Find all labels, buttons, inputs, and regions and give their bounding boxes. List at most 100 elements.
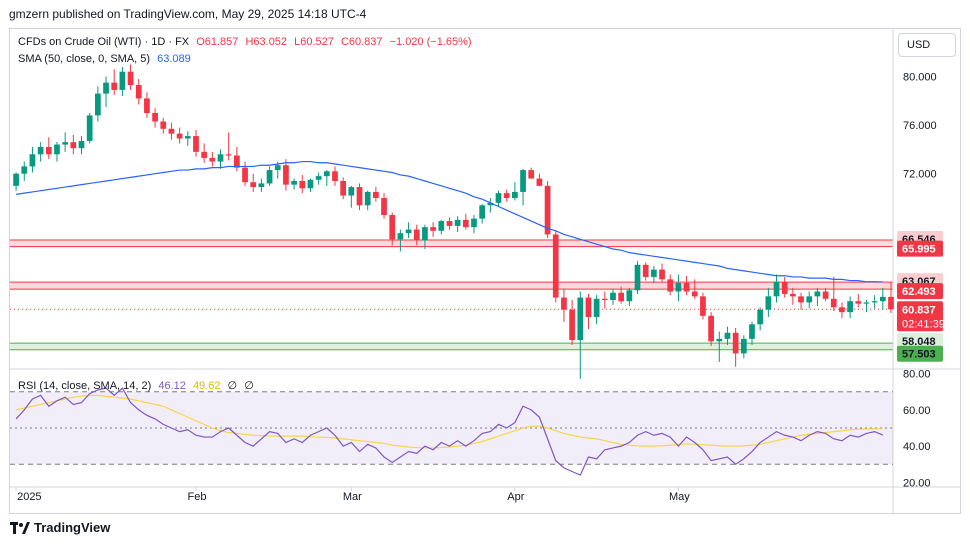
candle-body xyxy=(127,71,134,86)
candle xyxy=(700,292,706,320)
candle-body xyxy=(569,309,575,341)
candle-body xyxy=(364,191,371,206)
candle-body xyxy=(233,155,240,168)
time-tick-label: Apr xyxy=(507,491,524,503)
candle xyxy=(29,147,36,173)
candle xyxy=(422,224,428,249)
candle-body xyxy=(593,298,600,317)
candle-body xyxy=(888,296,894,310)
zone-lower-label-bg xyxy=(897,283,943,300)
candle-body xyxy=(168,128,175,134)
candle xyxy=(258,178,265,192)
rsi-tick-label: 20.00 xyxy=(903,477,931,489)
candle-body xyxy=(315,176,322,180)
candle xyxy=(201,143,208,163)
candle xyxy=(487,198,494,213)
candle xyxy=(593,295,600,325)
candle-body xyxy=(209,157,216,162)
candle-body xyxy=(879,296,886,302)
candle-body xyxy=(814,291,821,297)
time-tick-label: May xyxy=(669,491,690,503)
candle xyxy=(675,274,682,302)
last-price-countdown: 02:41:39 xyxy=(902,318,945,330)
candle-body xyxy=(86,115,93,141)
candle-body xyxy=(193,136,199,152)
zone-upper-label-bg xyxy=(897,333,943,350)
candle xyxy=(144,92,150,118)
candle xyxy=(430,222,436,237)
candle-body xyxy=(438,221,445,231)
grid-layer xyxy=(9,28,961,514)
candle-body xyxy=(446,221,453,226)
candle xyxy=(119,66,126,96)
candle xyxy=(773,274,780,303)
candle xyxy=(790,287,796,305)
zone-lower-label-text: 62.493 xyxy=(902,286,936,298)
candle xyxy=(863,300,870,313)
candle-body xyxy=(610,292,616,300)
candle-body xyxy=(373,191,379,198)
candle xyxy=(78,136,85,155)
candle-body xyxy=(634,264,641,291)
rsi-layer xyxy=(10,387,893,476)
candle-body xyxy=(152,113,158,122)
candle-body xyxy=(528,170,535,179)
candle xyxy=(888,282,894,314)
candle-body xyxy=(405,229,412,234)
candle xyxy=(21,161,28,181)
candle xyxy=(168,122,175,140)
axis-layer: 80.000 76.000 72.000 80.00 60.00 40.00 20.00 20… xyxy=(15,72,937,503)
candle xyxy=(413,224,420,246)
candle xyxy=(536,173,543,186)
candle xyxy=(781,276,788,298)
publisher-header: gmzern published on TradingView.com, May… xyxy=(9,7,367,21)
candle xyxy=(798,292,804,310)
candle-body xyxy=(561,297,567,310)
candle-body xyxy=(13,173,19,186)
candle-body xyxy=(332,171,338,181)
candle xyxy=(209,151,216,167)
candle-body xyxy=(675,283,682,292)
candle-body xyxy=(700,296,706,316)
candle xyxy=(135,79,142,105)
zone-lower-label: 65.995 xyxy=(897,240,943,257)
candle xyxy=(438,219,445,235)
candle-body xyxy=(724,332,731,339)
candle-body xyxy=(389,215,396,240)
currency-button[interactable]: USD xyxy=(898,33,956,57)
candle-body xyxy=(495,193,502,203)
candle-body xyxy=(651,269,657,277)
candle xyxy=(634,261,641,294)
candle-body xyxy=(413,229,420,241)
candle xyxy=(397,229,404,252)
candle xyxy=(855,293,862,308)
chart-panel[interactable] xyxy=(9,28,961,514)
candle xyxy=(323,170,330,186)
candle xyxy=(37,142,44,162)
candles-layer xyxy=(13,64,894,379)
candle xyxy=(62,132,69,152)
candle-body xyxy=(740,338,747,354)
candle-body xyxy=(340,181,347,196)
candle-body xyxy=(839,307,845,313)
symbol-legend: CFDs on Crude Oil (WTI) · 1D · FX O61.85… xyxy=(18,36,476,48)
candle xyxy=(86,113,93,144)
candle xyxy=(495,190,502,207)
candle-body xyxy=(422,227,428,241)
candle-body xyxy=(577,297,584,341)
candle-body xyxy=(103,82,109,94)
candle xyxy=(111,69,118,95)
candle xyxy=(340,177,347,200)
rsi-tick-label: 60.00 xyxy=(903,405,931,417)
candle-body xyxy=(111,82,118,90)
candle-body xyxy=(430,227,436,231)
candle xyxy=(446,217,453,230)
rsi-sma-line xyxy=(15,394,883,449)
candle xyxy=(389,212,396,246)
last-price-value: 60.837 xyxy=(902,304,936,316)
candle xyxy=(184,131,191,146)
labels-layer: 66.54665.99563.06762.49358.04857.50360.8… xyxy=(897,230,945,362)
ohlc-open: O61.857 xyxy=(196,36,239,48)
zone-band-resistance xyxy=(10,239,893,247)
